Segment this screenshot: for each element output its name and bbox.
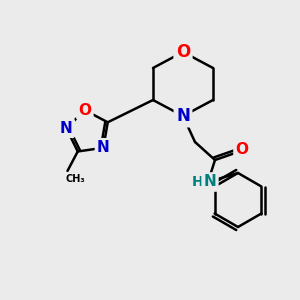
Text: H: H <box>192 175 204 189</box>
Text: O: O <box>236 142 248 158</box>
Text: O: O <box>78 103 92 118</box>
Text: N: N <box>97 140 110 155</box>
Text: N: N <box>176 107 190 125</box>
Text: N: N <box>60 121 73 136</box>
Text: CH₃: CH₃ <box>65 174 85 184</box>
Text: N: N <box>204 175 216 190</box>
Text: O: O <box>176 43 190 61</box>
